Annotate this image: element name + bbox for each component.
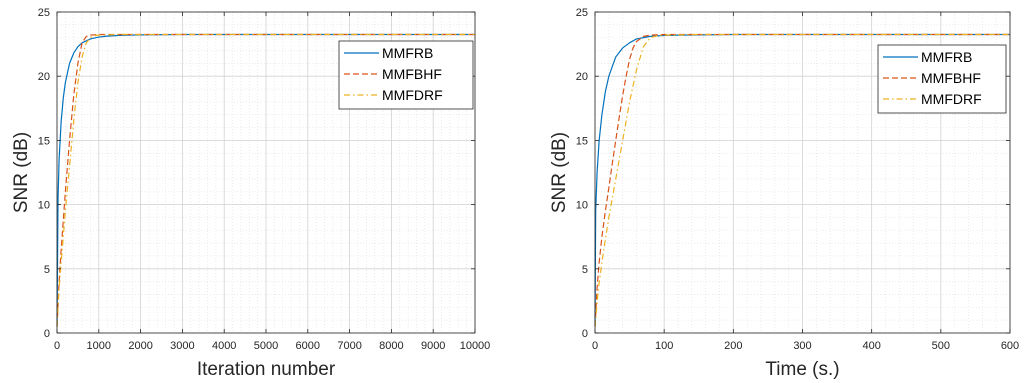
chart-1-ytick-label: 25	[38, 7, 50, 19]
chart-2-legend-label: MMFBHF	[921, 70, 981, 86]
chart-2-xtick-label: 300	[793, 340, 811, 352]
chart-1-x-axis-label: Iteration number	[197, 359, 336, 380]
chart-1-xtick-label: 5000	[254, 340, 278, 352]
chart-1-ytick-label: 5	[44, 264, 50, 276]
chart-1-xtick-label: 4000	[212, 340, 236, 352]
chart-2-xtick-label: 0	[592, 340, 598, 352]
chart-1-xtick-label: 7000	[337, 340, 361, 352]
chart-1-minor-grid	[57, 12, 475, 333]
chart-2-ytick-label: 0	[582, 328, 588, 340]
chart-1-ytick-label: 10	[38, 200, 50, 212]
chart-2-legend-label: MMFRB	[921, 49, 972, 65]
chart-1-xtick-label: 3000	[170, 340, 194, 352]
chart-1-xtick-label: 8000	[379, 340, 403, 352]
chart-1-legend-label: MMFBHF	[382, 66, 442, 82]
chart-2-legend-label: MMFDRF	[921, 91, 982, 107]
chart-1-xtick-label: 10000	[460, 340, 491, 352]
chart-2-xtick-label: 200	[724, 340, 742, 352]
chart-1-y-axis-label: SNR (dB)	[11, 132, 32, 213]
chart-2-xtick-label: 600	[1001, 340, 1019, 352]
chart-2-xtick-label: 100	[655, 340, 673, 352]
chart-2-group: 0 100 200 300 400 500 600 0 5 10 15 20 25 Time (s.) SN…	[549, 7, 1019, 380]
chart-1-legend-label: MMFDRF	[382, 87, 443, 103]
chart-1-ytick-label: 15	[38, 135, 50, 147]
chart-2-ytick-label: 25	[576, 7, 588, 19]
chart-1-ytick-label: 20	[38, 71, 50, 83]
chart-2-y-axis-label: SNR (dB)	[549, 132, 570, 213]
chart-2-series	[594, 33, 1010, 327]
chart-2-legend: MMFRB MMFBHF MMFDRF	[877, 44, 1007, 114]
chart-2-ytick-label: 15	[576, 135, 588, 147]
chart-1-ytick-label: 0	[44, 328, 50, 340]
chart-1-xtick-label: 0	[54, 340, 60, 352]
chart-1-series-line-mmfdrf	[56, 33, 475, 327]
chart-2-series-line-mmfbhf	[594, 33, 1010, 327]
chart-1-legend: MMFRB MMFBHF MMFDRF	[338, 40, 474, 110]
chart-1-xtick-label: 2000	[128, 340, 152, 352]
chart-2-ytick-label: 20	[576, 71, 588, 83]
chart-1-series	[56, 33, 475, 327]
chart-1-group: 0 1000 2000 3000 4000 5000 6000 7000 8000 9000 100…	[11, 7, 490, 380]
chart-2-x-axis-label: Time (s.)	[765, 359, 839, 380]
chart-1-xtick-label: 6000	[296, 340, 320, 352]
chart-1-legend-box	[338, 40, 474, 110]
chart-2-ytick-label: 10	[576, 200, 588, 212]
chart-2-xtick-label: 400	[862, 340, 880, 352]
chart-1-xtick-label: 9000	[421, 340, 445, 352]
chart-2-xtick-label: 500	[932, 340, 950, 352]
chart-2-ytick-label: 5	[582, 264, 588, 276]
chart-2-legend-box	[877, 44, 1007, 114]
chart-1-legend-label: MMFRB	[382, 45, 433, 61]
chart-1-xtick-label: 1000	[87, 340, 111, 352]
